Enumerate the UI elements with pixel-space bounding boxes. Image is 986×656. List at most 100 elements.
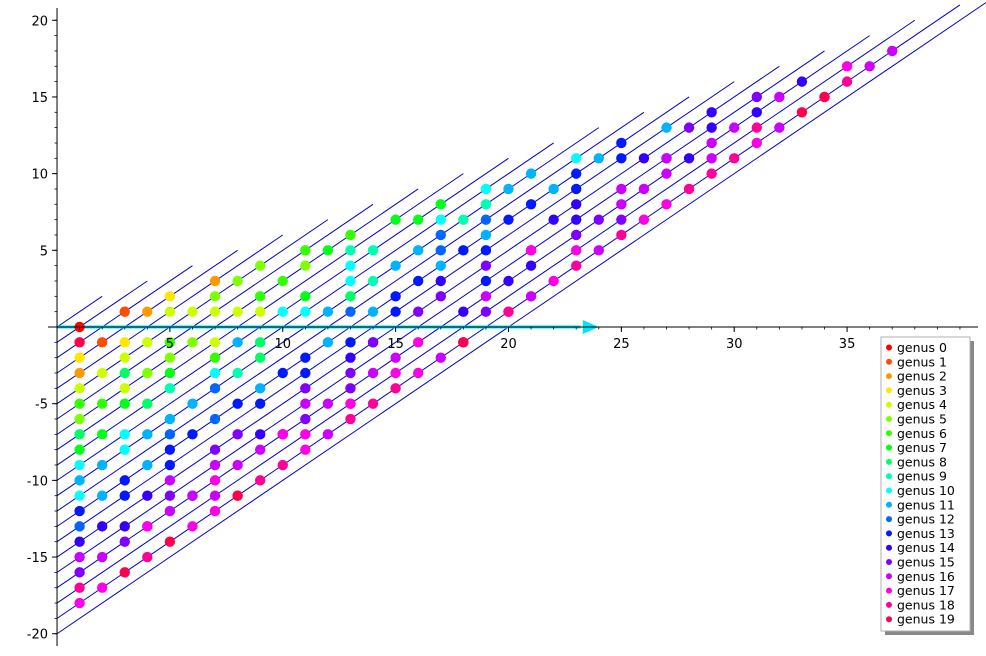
data-point (345, 413, 356, 425)
data-point (74, 352, 85, 363)
data-point (187, 398, 198, 409)
y-tick-label: 15 (31, 91, 48, 106)
data-point (390, 291, 401, 302)
data-point (683, 183, 695, 195)
legend-label: genus 0 (897, 340, 947, 355)
legend-label: genus 8 (897, 454, 947, 469)
data-point (390, 306, 401, 317)
data-point (232, 337, 243, 348)
data-point (435, 199, 446, 210)
data-point (142, 521, 153, 532)
axes: 5 10 15 20 25 30 35 -20 -15 -10 -5 5 10 15 20 (27, 8, 978, 646)
data-point (503, 275, 514, 287)
legend-label: genus 4 (897, 397, 947, 412)
data-point (751, 137, 762, 149)
data-point (390, 214, 401, 225)
y-tick-label: -5 (35, 398, 48, 413)
legend-marker (886, 344, 892, 351)
diagonal-lines (56, 1, 986, 635)
legend-label: genus 16 (897, 569, 955, 584)
data-point (74, 536, 85, 547)
data-point (96, 367, 108, 379)
data-point (774, 122, 785, 133)
data-point (322, 245, 334, 256)
data-point (119, 337, 130, 348)
data-point (412, 337, 424, 348)
data-point (142, 306, 153, 317)
data-point (254, 444, 266, 455)
data-point (345, 398, 356, 409)
data-point (367, 306, 379, 317)
legend-label: genus 1 (897, 354, 947, 369)
legend-label: genus 11 (897, 497, 955, 512)
data-point (458, 245, 469, 256)
data-point (142, 337, 153, 348)
data-point (142, 398, 153, 409)
data-point (74, 582, 85, 593)
data-point (277, 275, 288, 287)
data-point (593, 153, 604, 164)
legend-marker (886, 616, 892, 623)
data-point (254, 352, 266, 363)
legend-marker (886, 416, 892, 422)
data-point (74, 429, 85, 440)
data-point (96, 582, 108, 593)
data-point (187, 490, 198, 501)
data-point (435, 275, 446, 287)
data-point (864, 61, 875, 72)
data-point (503, 306, 514, 317)
data-point (164, 429, 176, 440)
data-point (322, 398, 334, 409)
y-tick-label: 5 (40, 244, 48, 259)
data-point (300, 383, 311, 394)
data-point (96, 429, 108, 440)
legend-label: genus 9 (897, 469, 947, 484)
legend-marker (886, 444, 892, 451)
data-point (209, 475, 221, 486)
x-tick-label: 15 (387, 337, 404, 352)
data-point (119, 567, 130, 578)
data-point (435, 214, 446, 225)
data-point (638, 214, 650, 225)
legend-label: genus 10 (897, 483, 955, 498)
data-point (841, 61, 853, 72)
data-point (548, 183, 559, 195)
data-point (209, 352, 221, 363)
y-tick-label: 20 (31, 14, 48, 29)
legend-marker (886, 373, 892, 380)
data-point (164, 444, 176, 455)
data-point (209, 459, 221, 471)
legend-marker (886, 458, 892, 465)
data-point (480, 275, 492, 287)
legend-marker (886, 601, 892, 608)
data-point (164, 383, 176, 394)
data-point (232, 429, 243, 440)
legend-marker (886, 501, 892, 508)
data-point (74, 383, 85, 394)
data-point (796, 107, 808, 118)
data-point (164, 413, 176, 425)
data-point (480, 183, 492, 195)
data-point (571, 183, 582, 195)
data-point (616, 153, 627, 164)
data-point (300, 291, 311, 302)
legend-label: genus 12 (897, 512, 955, 527)
data-point (96, 490, 108, 501)
data-point (503, 214, 514, 225)
data-point (300, 429, 311, 440)
data-point (661, 122, 672, 133)
data-point (187, 337, 198, 348)
data-point (571, 260, 582, 271)
legend-label: genus 6 (897, 426, 947, 441)
data-point (706, 153, 717, 164)
legend-label: genus 17 (897, 583, 955, 598)
diagonal-line (56, 1, 986, 635)
data-point (571, 214, 582, 225)
legend-label: genus 7 (897, 440, 947, 455)
data-point (390, 260, 401, 271)
data-point (232, 367, 243, 379)
data-point (232, 275, 243, 287)
data-point (435, 245, 446, 256)
data-point (638, 153, 650, 164)
data-point (300, 413, 311, 425)
